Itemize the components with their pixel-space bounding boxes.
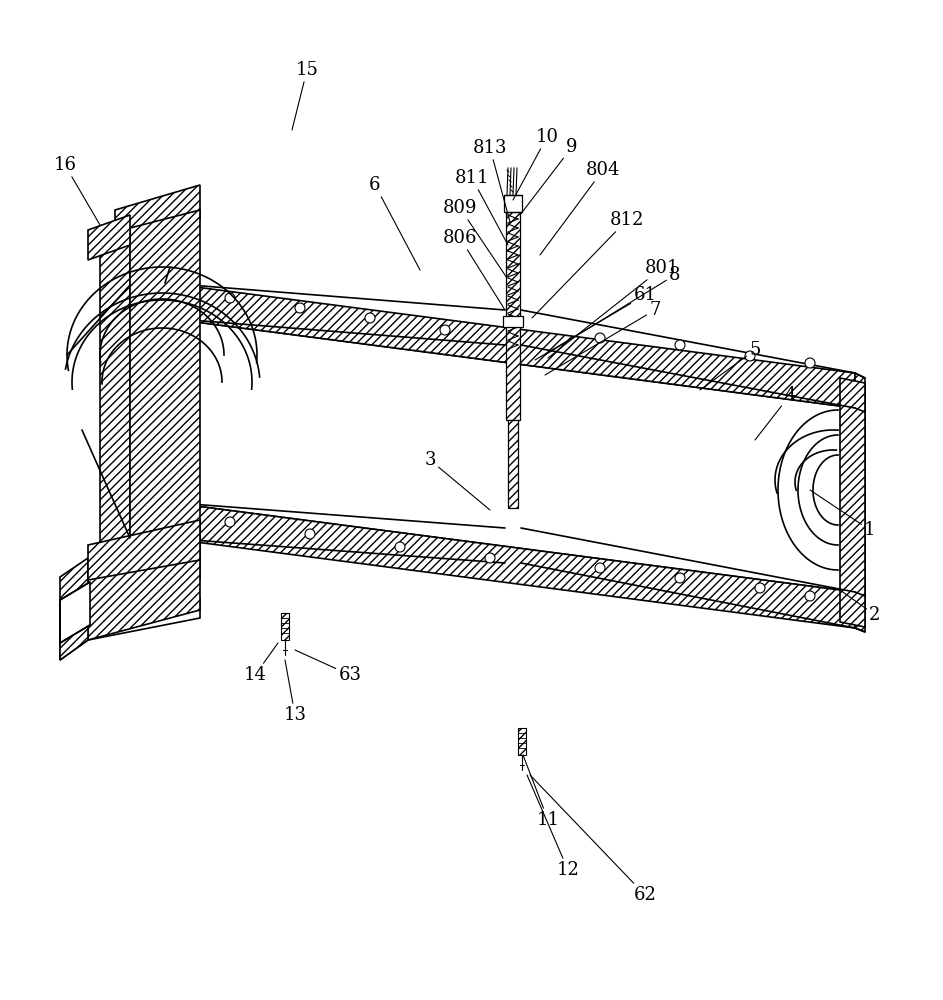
Circle shape — [595, 333, 605, 343]
Text: 9: 9 — [520, 138, 578, 215]
Text: 61: 61 — [535, 286, 656, 360]
Circle shape — [440, 325, 450, 335]
Polygon shape — [506, 210, 520, 420]
Text: 1: 1 — [810, 490, 876, 539]
Polygon shape — [855, 373, 865, 412]
Circle shape — [365, 313, 375, 323]
Text: 804: 804 — [540, 161, 620, 255]
Polygon shape — [503, 316, 523, 327]
Text: 6: 6 — [370, 176, 420, 270]
Circle shape — [675, 340, 685, 350]
Text: 10: 10 — [513, 128, 558, 200]
Polygon shape — [165, 318, 855, 592]
Text: 11: 11 — [523, 755, 559, 829]
Text: 812: 812 — [532, 211, 644, 318]
Circle shape — [295, 303, 305, 313]
Polygon shape — [130, 210, 200, 560]
Text: 12: 12 — [527, 775, 579, 879]
Text: 813: 813 — [472, 139, 510, 222]
Circle shape — [675, 573, 685, 583]
Text: 4: 4 — [755, 386, 796, 440]
Polygon shape — [840, 378, 865, 627]
Circle shape — [805, 358, 815, 368]
Polygon shape — [508, 420, 518, 508]
Text: 62: 62 — [530, 775, 656, 904]
Circle shape — [805, 591, 815, 601]
Circle shape — [305, 529, 315, 539]
Text: 2: 2 — [840, 590, 881, 624]
Circle shape — [225, 517, 235, 527]
Polygon shape — [100, 228, 130, 575]
Polygon shape — [115, 185, 200, 245]
Polygon shape — [130, 318, 165, 510]
Text: 13: 13 — [284, 660, 306, 724]
Text: 811: 811 — [455, 169, 508, 245]
Polygon shape — [60, 582, 90, 643]
Polygon shape — [130, 502, 165, 545]
Text: 7: 7 — [545, 301, 661, 375]
Polygon shape — [88, 520, 200, 580]
Text: 63: 63 — [295, 650, 361, 684]
Polygon shape — [88, 215, 130, 260]
Text: 809: 809 — [443, 199, 507, 278]
Polygon shape — [88, 530, 200, 640]
Polygon shape — [518, 728, 526, 755]
Circle shape — [485, 553, 495, 563]
Text: 3: 3 — [424, 451, 490, 510]
Polygon shape — [130, 283, 165, 325]
Text: 15: 15 — [292, 61, 319, 130]
Polygon shape — [165, 283, 855, 408]
Text: 806: 806 — [443, 229, 505, 310]
Polygon shape — [60, 558, 88, 660]
Circle shape — [595, 563, 605, 573]
Text: 5: 5 — [700, 341, 761, 390]
Circle shape — [225, 293, 235, 303]
Circle shape — [755, 583, 765, 593]
Polygon shape — [855, 408, 865, 596]
Circle shape — [745, 351, 755, 361]
Polygon shape — [88, 530, 200, 608]
Text: 14: 14 — [243, 643, 278, 684]
Text: 8: 8 — [545, 266, 681, 355]
Text: 16: 16 — [54, 156, 100, 225]
Polygon shape — [281, 613, 289, 640]
Polygon shape — [165, 502, 855, 628]
Polygon shape — [504, 195, 522, 212]
Circle shape — [395, 542, 405, 552]
Polygon shape — [60, 598, 200, 660]
Polygon shape — [855, 592, 865, 632]
Text: 801: 801 — [548, 259, 679, 358]
